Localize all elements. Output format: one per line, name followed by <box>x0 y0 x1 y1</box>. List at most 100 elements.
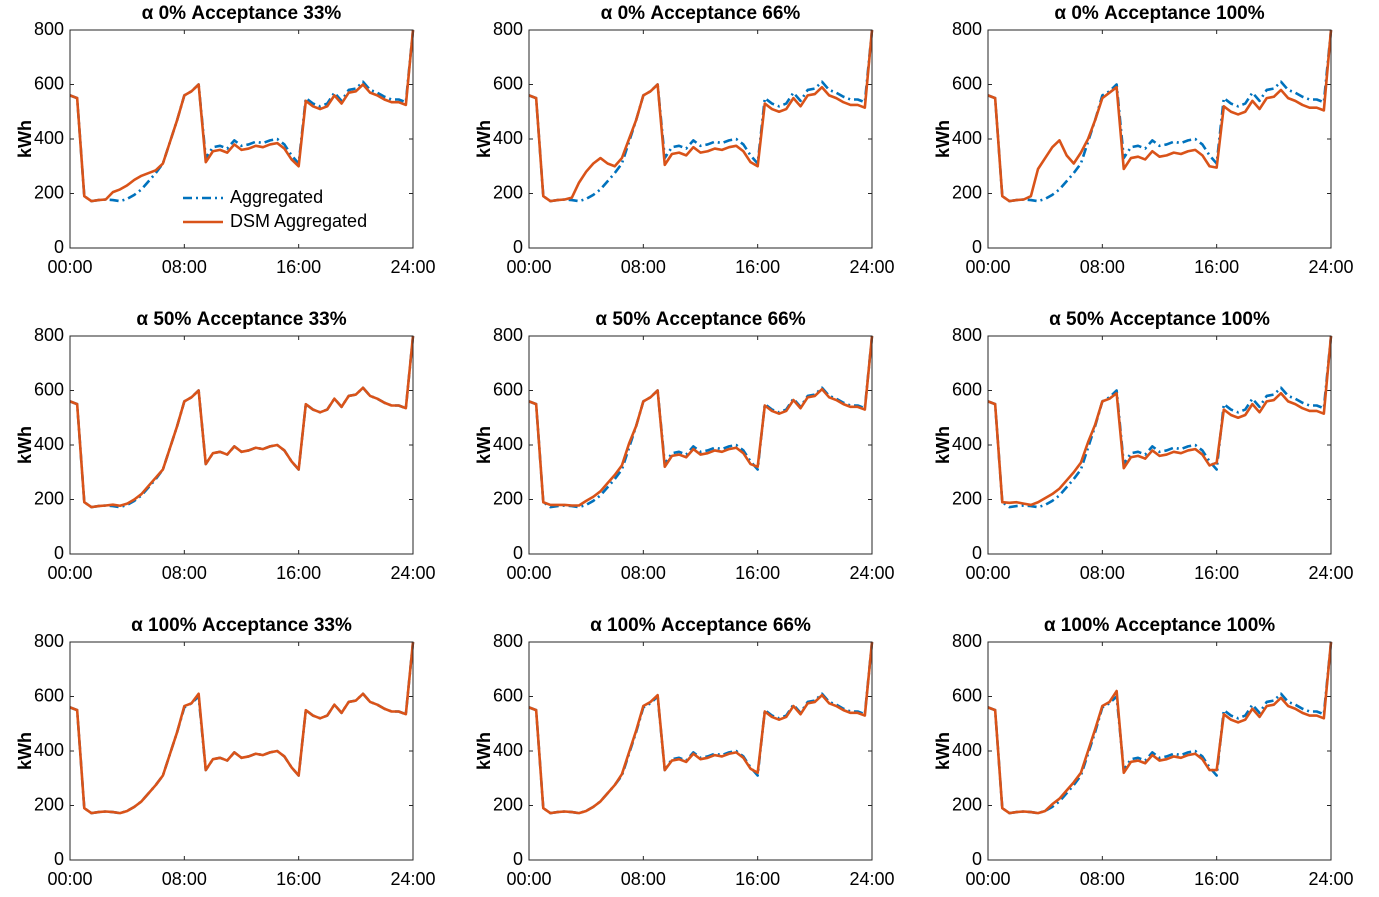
subplot: 0 200 400 600 800 00:00 08:00 16:00 24:00 α 50% A… <box>15 309 436 583</box>
x-tick-label: 24:00 <box>390 869 435 889</box>
y-tick-label: 400 <box>493 740 523 760</box>
chart-title: α 100% Acceptance 33% <box>131 615 352 636</box>
x-tick-label: 00:00 <box>506 257 551 277</box>
y-axis-label: kWh <box>474 426 494 464</box>
y-tick-label: 400 <box>493 128 523 148</box>
series-line <box>528 335 874 507</box>
y-tick-label: 400 <box>493 434 523 454</box>
y-tick-label: 0 <box>54 237 64 257</box>
series-line <box>528 29 874 203</box>
y-tick-label: 600 <box>952 685 982 705</box>
x-tick-label: 24:00 <box>390 257 435 277</box>
x-tick-label: 24:00 <box>1308 563 1353 583</box>
y-tick-label: 400 <box>34 128 64 148</box>
series-line <box>987 335 1333 507</box>
plot-area <box>70 642 413 860</box>
x-tick-label: 16:00 <box>276 563 321 583</box>
y-tick-label: 800 <box>952 631 982 651</box>
series-line <box>69 641 415 815</box>
x-tick-label: 16:00 <box>735 869 780 889</box>
subplot: 0 200 400 600 800 00:00 08:00 16:00 24:00 α 100% … <box>15 615 436 889</box>
plot-area <box>529 642 872 860</box>
y-tick-label: 600 <box>493 685 523 705</box>
plot-area <box>988 642 1331 860</box>
plot-frame <box>69 29 414 249</box>
series-line <box>987 29 1333 203</box>
subplot: 0 200 400 600 800 00:00 08:00 16:00 24:00 α 0% Ac… <box>15 3 436 277</box>
plot-area <box>529 30 872 248</box>
x-tick-label: 16:00 <box>1194 869 1239 889</box>
y-axis-label: kWh <box>474 120 494 158</box>
y-tick-label: 600 <box>493 379 523 399</box>
y-tick-label: 0 <box>54 543 64 563</box>
y-tick-label: 800 <box>493 631 523 651</box>
plot-frame <box>528 641 873 861</box>
x-tick-label: 00:00 <box>506 869 551 889</box>
series-line <box>987 29 1333 203</box>
y-tick-label: 600 <box>34 379 64 399</box>
plot-frame <box>987 29 1332 249</box>
x-tick-label: 08:00 <box>621 869 666 889</box>
y-tick-label: 600 <box>952 379 982 399</box>
series-line <box>69 335 415 509</box>
y-tick-label: 400 <box>952 740 982 760</box>
y-tick-label: 0 <box>513 849 523 869</box>
plot-frame <box>987 335 1332 555</box>
chart-title: α 50% Acceptance 100% <box>1049 309 1270 330</box>
plot-area <box>529 336 872 554</box>
y-tick-label: 600 <box>34 73 64 93</box>
y-tick-label: 600 <box>952 73 982 93</box>
chart-title: α 50% Acceptance 33% <box>136 309 346 330</box>
series-line <box>528 29 874 203</box>
y-tick-label: 600 <box>493 73 523 93</box>
plot-frame <box>69 335 414 555</box>
x-tick-label: 24:00 <box>849 563 894 583</box>
y-tick-label: 800 <box>34 19 64 39</box>
chart-title: α 0% Acceptance 33% <box>142 3 342 24</box>
y-axis-label: kWh <box>474 732 494 770</box>
series-line <box>528 335 874 509</box>
series-line <box>69 29 415 203</box>
y-tick-label: 0 <box>54 849 64 869</box>
y-tick-label: 400 <box>952 128 982 148</box>
series-line <box>987 641 1333 815</box>
y-tick-label: 200 <box>952 794 982 814</box>
y-axis-label: kWh <box>15 732 35 770</box>
x-tick-label: 24:00 <box>1308 257 1353 277</box>
y-tick-label: 200 <box>493 794 523 814</box>
x-tick-label: 08:00 <box>621 563 666 583</box>
y-tick-label: 200 <box>493 182 523 202</box>
y-tick-label: 200 <box>952 182 982 202</box>
x-tick-label: 16:00 <box>735 563 780 583</box>
y-axis-label: kWh <box>933 426 953 464</box>
y-tick-label: 800 <box>34 631 64 651</box>
legend-label: DSM Aggregated <box>230 211 367 231</box>
y-tick-label: 600 <box>34 685 64 705</box>
chart-title: α 0% Acceptance 66% <box>601 3 801 24</box>
x-tick-label: 24:00 <box>849 257 894 277</box>
x-tick-label: 08:00 <box>1080 563 1125 583</box>
y-axis-label: kWh <box>933 120 953 158</box>
y-axis-label: kWh <box>15 120 35 158</box>
x-tick-label: 16:00 <box>276 257 321 277</box>
subplot: 0 200 400 600 800 00:00 08:00 16:00 24:00 α 0% Ac… <box>933 3 1354 277</box>
y-tick-label: 800 <box>493 19 523 39</box>
y-axis-label: kWh <box>933 732 953 770</box>
series-line <box>987 335 1333 509</box>
subplot: 0 200 400 600 800 00:00 08:00 16:00 24:00 α 100% … <box>933 615 1354 889</box>
chart-title: α 100% Acceptance 100% <box>1044 615 1275 636</box>
x-tick-label: 08:00 <box>1080 869 1125 889</box>
y-tick-label: 800 <box>952 19 982 39</box>
y-axis-label: kWh <box>15 426 35 464</box>
series-line <box>69 29 415 203</box>
y-tick-label: 800 <box>493 325 523 345</box>
plot-area <box>988 336 1331 554</box>
y-tick-label: 200 <box>34 182 64 202</box>
chart-title: α 100% Acceptance 66% <box>590 615 811 636</box>
chart-title: α 50% Acceptance 66% <box>595 309 805 330</box>
y-tick-label: 400 <box>34 740 64 760</box>
y-tick-label: 200 <box>34 794 64 814</box>
plot-area <box>70 336 413 554</box>
x-tick-label: 16:00 <box>1194 257 1239 277</box>
